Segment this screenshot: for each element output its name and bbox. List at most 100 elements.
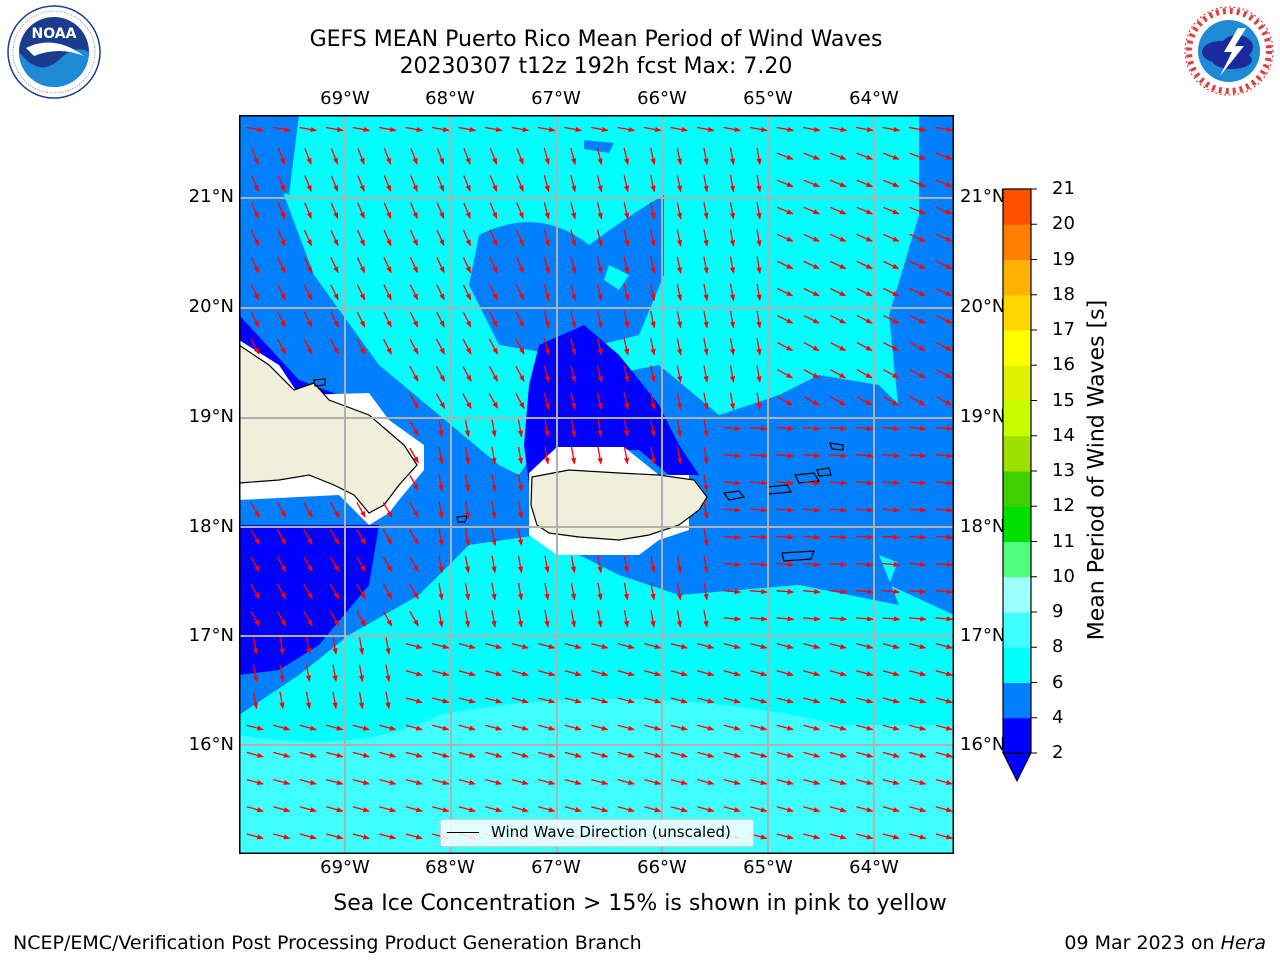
wind-wave-arrow [623,256,630,274]
wind-wave-arrow [650,283,656,302]
wind-wave-arrow [803,724,821,731]
wind-wave-arrow [436,257,445,274]
wind-wave-arrow [570,365,577,383]
wind-wave-arrow [856,778,874,785]
colorbar-bin [1003,647,1031,683]
colorbar-under-arrow [1002,752,1032,783]
wind-wave-arrow [383,311,392,328]
wind-wave-arrows [246,126,954,840]
map-legend: Wind Wave Direction (unscaled) [440,819,754,847]
wind-wave-arrow [650,582,656,601]
wind-wave-arrow [670,697,688,704]
wind-wave-arrow [330,202,339,219]
wind-wave-arrow [703,365,709,383]
lat-label-right: 21°N [960,186,1006,207]
wind-wave-arrow [803,833,821,840]
wind-wave-arrow [299,778,317,785]
wind-wave-arrow [882,778,900,785]
wind-wave-arrow [543,392,550,410]
wind-wave-arrow [882,670,900,677]
wind-wave-arrow [617,697,635,704]
lon-label-bottom: 67°W [531,857,581,878]
wind-wave-arrow [855,480,874,486]
wind-wave-arrow [330,311,339,328]
wind-wave-arrow [276,338,287,355]
colorbar-bin [1003,365,1031,401]
wind-wave-arrow [591,778,609,785]
wind-wave-arrow [855,616,874,622]
wind-wave-arrow [855,453,874,459]
wind-wave-arrow [883,396,899,406]
wind-wave-arrow [544,419,550,438]
wind-wave-arrow [409,393,419,409]
wind-wave-arrow [303,529,313,545]
wind-wave-arrow [436,311,445,328]
wind-wave-arrow [405,642,423,649]
wind-wave-arrow [650,338,656,356]
wind-wave-arrow [617,806,635,813]
wind-wave-arrow [723,534,742,540]
wind-wave-arrow [617,724,635,731]
wind-wave-arrow [405,833,423,840]
footer-date-text: 09 Mar 2023 on [1064,932,1221,954]
wind-wave-arrow [676,419,683,438]
wind-wave-arrow [830,287,847,297]
wind-wave-arrow [703,202,709,220]
wind-wave-arrow [591,806,609,813]
wind-wave-arrow [829,152,847,160]
wind-wave-arrow [650,392,656,410]
wind-wave-arrow [438,501,444,519]
wind-wave-arrow [250,610,260,627]
wind-wave-arrow [304,175,312,192]
wind-wave-arrow [855,534,874,540]
wind-wave-arrow [409,284,419,301]
wind-wave-arrow [650,256,656,274]
wind-wave-arrow [776,561,795,568]
wind-wave-arrow [723,425,742,432]
wind-wave-arrow [935,642,953,649]
colorbar-tick-label: 20 [1052,213,1075,235]
wind-wave-arrow [776,589,795,595]
wind-wave-arrow [564,670,582,677]
wind-wave-arrow [935,589,954,595]
wind-wave-arrow [383,257,392,274]
lon-label-bottom: 64°W [849,857,899,878]
wind-wave-arrow [882,642,900,649]
wind-wave-arrow [935,778,953,785]
wind-wave-arrow [856,315,873,324]
wind-wave-arrow [776,507,795,513]
wind-wave-arrow [516,148,524,165]
wind-wave-arrow [670,806,688,813]
wind-wave-arrow [777,287,794,297]
wind-wave-arrow [303,338,313,355]
wind-wave-arrow [303,583,313,600]
wind-wave-arrow [729,147,736,166]
wind-wave-arrow [650,555,656,574]
wind-wave-arrow [829,806,847,813]
wind-wave-arrow [329,529,340,545]
wind-wave-arrow [405,670,423,677]
wind-wave-arrow [438,419,444,438]
wind-wave-arrow [856,670,874,677]
wind-wave-arrow [517,555,524,574]
wind-wave-arrow [303,284,313,301]
wind-wave-arrow [356,338,366,355]
wind-wave-arrow [777,315,794,324]
wind-wave-arrow [356,610,366,627]
wind-wave-arrow [250,257,260,274]
wind-wave-arrow [617,126,636,133]
wind-wave-arrow [464,446,471,465]
footer-machine: Hera [1220,932,1266,954]
wind-wave-arrow [729,310,736,329]
colorbar-tick-label: 15 [1052,389,1075,411]
wind-wave-arrow [543,283,550,302]
wind-wave-arrow [596,229,603,247]
colorbar-bin [1003,435,1031,472]
wind-wave-arrow [517,528,524,547]
wind-wave-arrow [590,126,609,133]
wind-wave-arrow [756,310,762,329]
wind-wave-arrow [511,697,529,704]
wind-wave-arrow [650,202,656,220]
lat-label-left: 17°N [188,625,234,646]
wind-wave-arrow [409,365,419,382]
